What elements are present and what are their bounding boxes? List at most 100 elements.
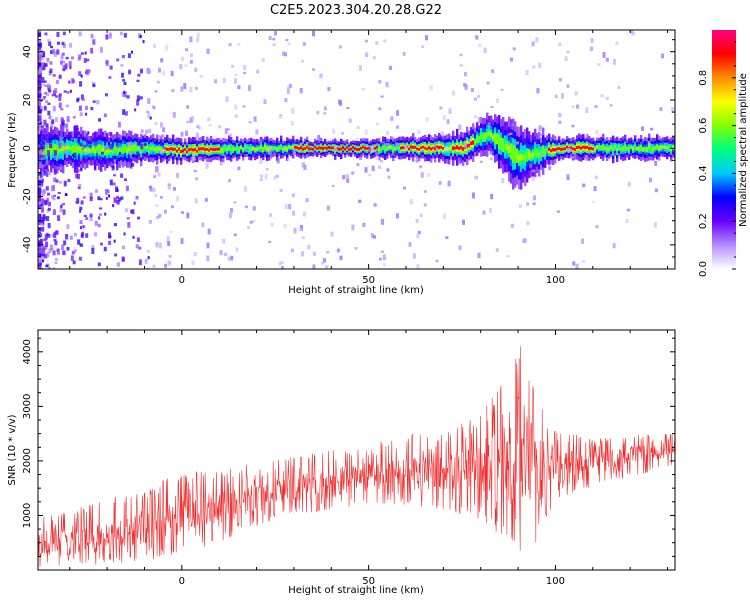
heat-noise-cell [575, 263, 579, 269]
heat-noise-cell [108, 240, 112, 246]
heat-cell [308, 147, 311, 151]
heat-noise-cell [38, 39, 42, 44]
heat-noise-cell [48, 248, 52, 253]
heat-noise-cell [54, 240, 58, 246]
heat-cell [422, 145, 425, 149]
heat-noise-cell [38, 259, 42, 263]
heat-cell [188, 148, 191, 152]
heat-noise-cell [91, 248, 95, 254]
heat-noise-cell [38, 217, 42, 222]
heat-noise-cell [99, 198, 103, 201]
heat-noise-cell [45, 232, 49, 236]
heat-cell [412, 145, 415, 149]
heat-noise-cell [375, 41, 379, 45]
heat-cell [602, 145, 605, 149]
heat-cell [528, 152, 531, 158]
heat-noise-cell [91, 245, 95, 250]
heat-noise-cell [99, 242, 103, 246]
heat-noise-cell [58, 135, 62, 142]
heat-noise-cell [147, 256, 150, 260]
heat-noise-cell [509, 57, 513, 62]
heat-noise-cell [125, 185, 129, 192]
heat-noise-cell [44, 92, 48, 95]
heat-noise-cell [48, 70, 52, 76]
heat-noise-cell [159, 149, 163, 155]
heat-noise-cell [49, 244, 53, 248]
heat-cell [44, 147, 47, 153]
heat-noise-cell [387, 175, 391, 179]
heat-noise-cell [49, 68, 53, 74]
heat-noise-cell [276, 157, 280, 164]
heat-cell [390, 145, 393, 149]
heat-cell [336, 146, 339, 150]
heat-cell [90, 149, 93, 153]
heat-noise-cell [146, 267, 150, 269]
heat-cell [210, 147, 213, 151]
heat-cell [174, 147, 177, 151]
heat-noise-cell [70, 137, 74, 141]
heat-noise-cell [38, 97, 42, 104]
heat-noise-cell [163, 209, 167, 214]
heat-noise-cell [152, 106, 156, 110]
heat-noise-cell [62, 68, 66, 72]
heat-noise-cell [75, 173, 79, 179]
heat-cell [84, 147, 87, 153]
heat-noise-cell [582, 260, 586, 263]
heat-noise-cell [68, 61, 72, 67]
heat-noise-cell [433, 146, 437, 149]
heat-noise-cell [55, 117, 59, 122]
heat-noise-cell [206, 48, 210, 54]
heat-cell [206, 147, 209, 151]
heat-cell [652, 147, 655, 151]
heat-noise-cell [49, 50, 53, 54]
heat-noise-cell [541, 152, 545, 156]
heat-noise-cell [558, 42, 562, 47]
heat-noise-cell [92, 39, 96, 45]
heat-cell [428, 146, 431, 150]
heat-cell [330, 146, 333, 150]
heat-noise-cell [270, 222, 274, 227]
heat-cell [162, 148, 165, 152]
heat-noise-cell [338, 45, 342, 49]
heat-noise-cell [56, 248, 60, 253]
heat-noise-cell [103, 246, 107, 252]
heat-noise-cell [39, 67, 43, 73]
heat-noise-cell [40, 106, 44, 110]
heat-noise-cell [38, 152, 42, 159]
figure-title: C2E5.2023.304.20.28.G22 [270, 3, 442, 18]
heat-cell [542, 148, 545, 154]
heat-cell [276, 147, 279, 151]
heat-noise-cell [70, 255, 74, 261]
heat-noise-cell [39, 131, 43, 136]
heat-noise-cell [164, 263, 168, 268]
heat-noise-cell [103, 113, 107, 118]
heat-noise-cell [490, 105, 494, 108]
heat-cell [74, 146, 77, 152]
heat-noise-cell [56, 196, 60, 200]
heat-noise-cell [135, 244, 139, 249]
heat-noise-cell [274, 31, 278, 36]
heat-cell [294, 145, 297, 149]
heat-noise-cell [234, 73, 238, 76]
heat-noise-cell [118, 164, 122, 169]
heat-noise-cell [248, 121, 252, 124]
heat-cell [610, 145, 613, 149]
heat-noise-cell [44, 199, 48, 205]
heat-noise-cell [123, 81, 127, 85]
heat-cell [52, 146, 55, 152]
heat-noise-cell [180, 86, 184, 92]
heat-noise-cell [162, 146, 166, 149]
heat-noise-cell [46, 197, 50, 204]
heat-noise-cell [323, 106, 327, 111]
heat-cell [202, 147, 205, 151]
heat-noise-cell [45, 264, 49, 268]
heat-noise-cell [108, 194, 111, 198]
heat-cell [96, 146, 99, 151]
heat-noise-cell [112, 204, 115, 208]
heat-noise-cell [85, 105, 89, 110]
heat-noise-cell [50, 247, 54, 251]
heat-noise-cell [113, 239, 116, 243]
heat-cell [324, 146, 327, 150]
heat-noise-cell [180, 238, 184, 244]
